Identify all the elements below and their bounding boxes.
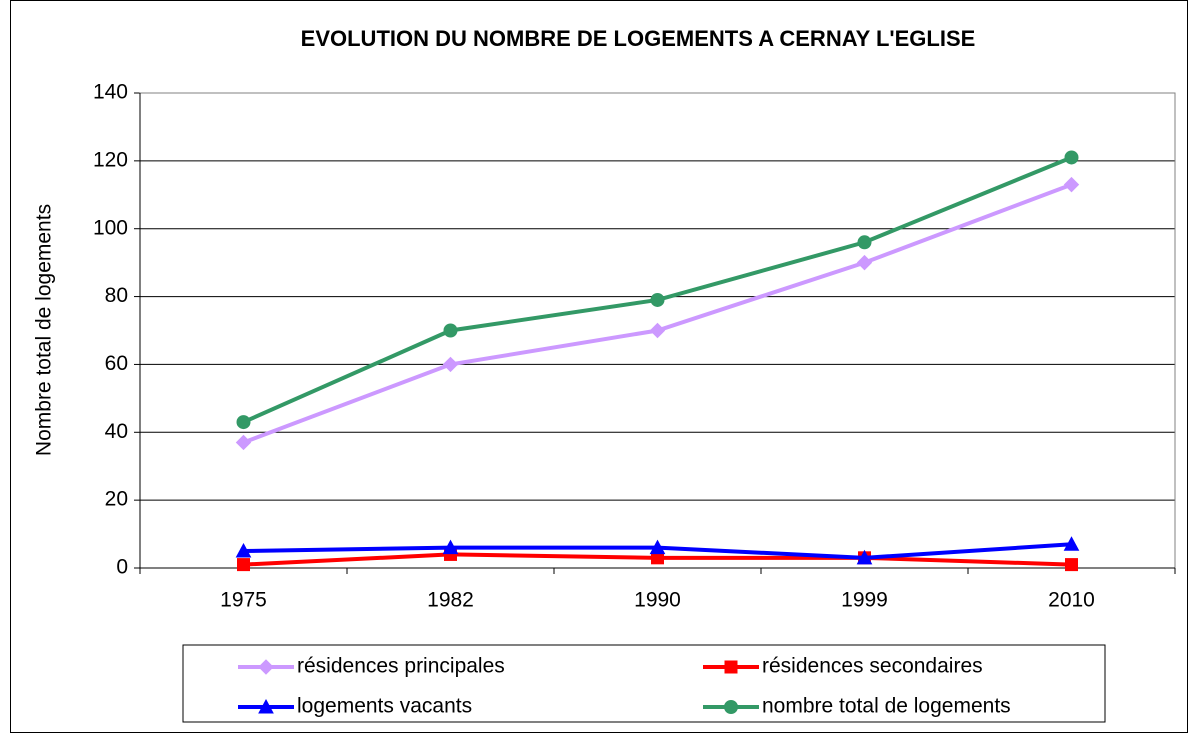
data-point (1065, 558, 1078, 572)
legend-label: résidences secondaires (762, 655, 983, 678)
data-point (649, 322, 666, 339)
data-point (442, 356, 459, 373)
data-point (1063, 536, 1080, 551)
y-tick-label: 0 (116, 556, 128, 579)
chart-frame (10, 0, 1188, 733)
data-point (235, 434, 252, 451)
legend-label: résidences principales (297, 655, 505, 678)
chart-title: EVOLUTION DU NOMBRE DE LOGEMENTS A CERNA… (301, 26, 976, 51)
data-point (650, 292, 665, 307)
x-tick-label: 1982 (427, 589, 474, 612)
legend-marker (258, 659, 274, 675)
x-tick-label: 2010 (1048, 589, 1095, 612)
data-point (1063, 176, 1080, 193)
data-point (443, 323, 458, 338)
data-point (237, 558, 250, 572)
y-tick-label: 60 (105, 352, 128, 375)
data-point (235, 542, 252, 558)
data-point (1064, 150, 1079, 165)
y-tick-label: 120 (93, 148, 128, 171)
legend-marker (258, 698, 274, 714)
data-point (856, 549, 873, 565)
y-tick-label: 40 (105, 420, 128, 443)
x-tick-label: 1999 (841, 589, 888, 612)
y-tick-label: 80 (105, 284, 128, 307)
data-point (856, 254, 873, 271)
x-tick-label: 1975 (220, 589, 267, 612)
y-tick-label: 100 (93, 216, 128, 239)
y-tick-label: 140 (93, 81, 128, 104)
y-axis-label: Nombre total de logements (33, 204, 56, 456)
data-point (857, 235, 872, 250)
data-point (442, 539, 459, 555)
legend (182, 644, 1106, 723)
legend-label: logements vacants (297, 695, 472, 718)
data-point (649, 539, 666, 555)
legend-marker (724, 660, 738, 674)
y-tick-label: 20 (105, 488, 128, 511)
legend-marker (724, 700, 738, 714)
data-point (236, 415, 251, 430)
legend-label: nombre total de logements (762, 695, 1011, 718)
x-tick-label: 1990 (634, 589, 681, 612)
